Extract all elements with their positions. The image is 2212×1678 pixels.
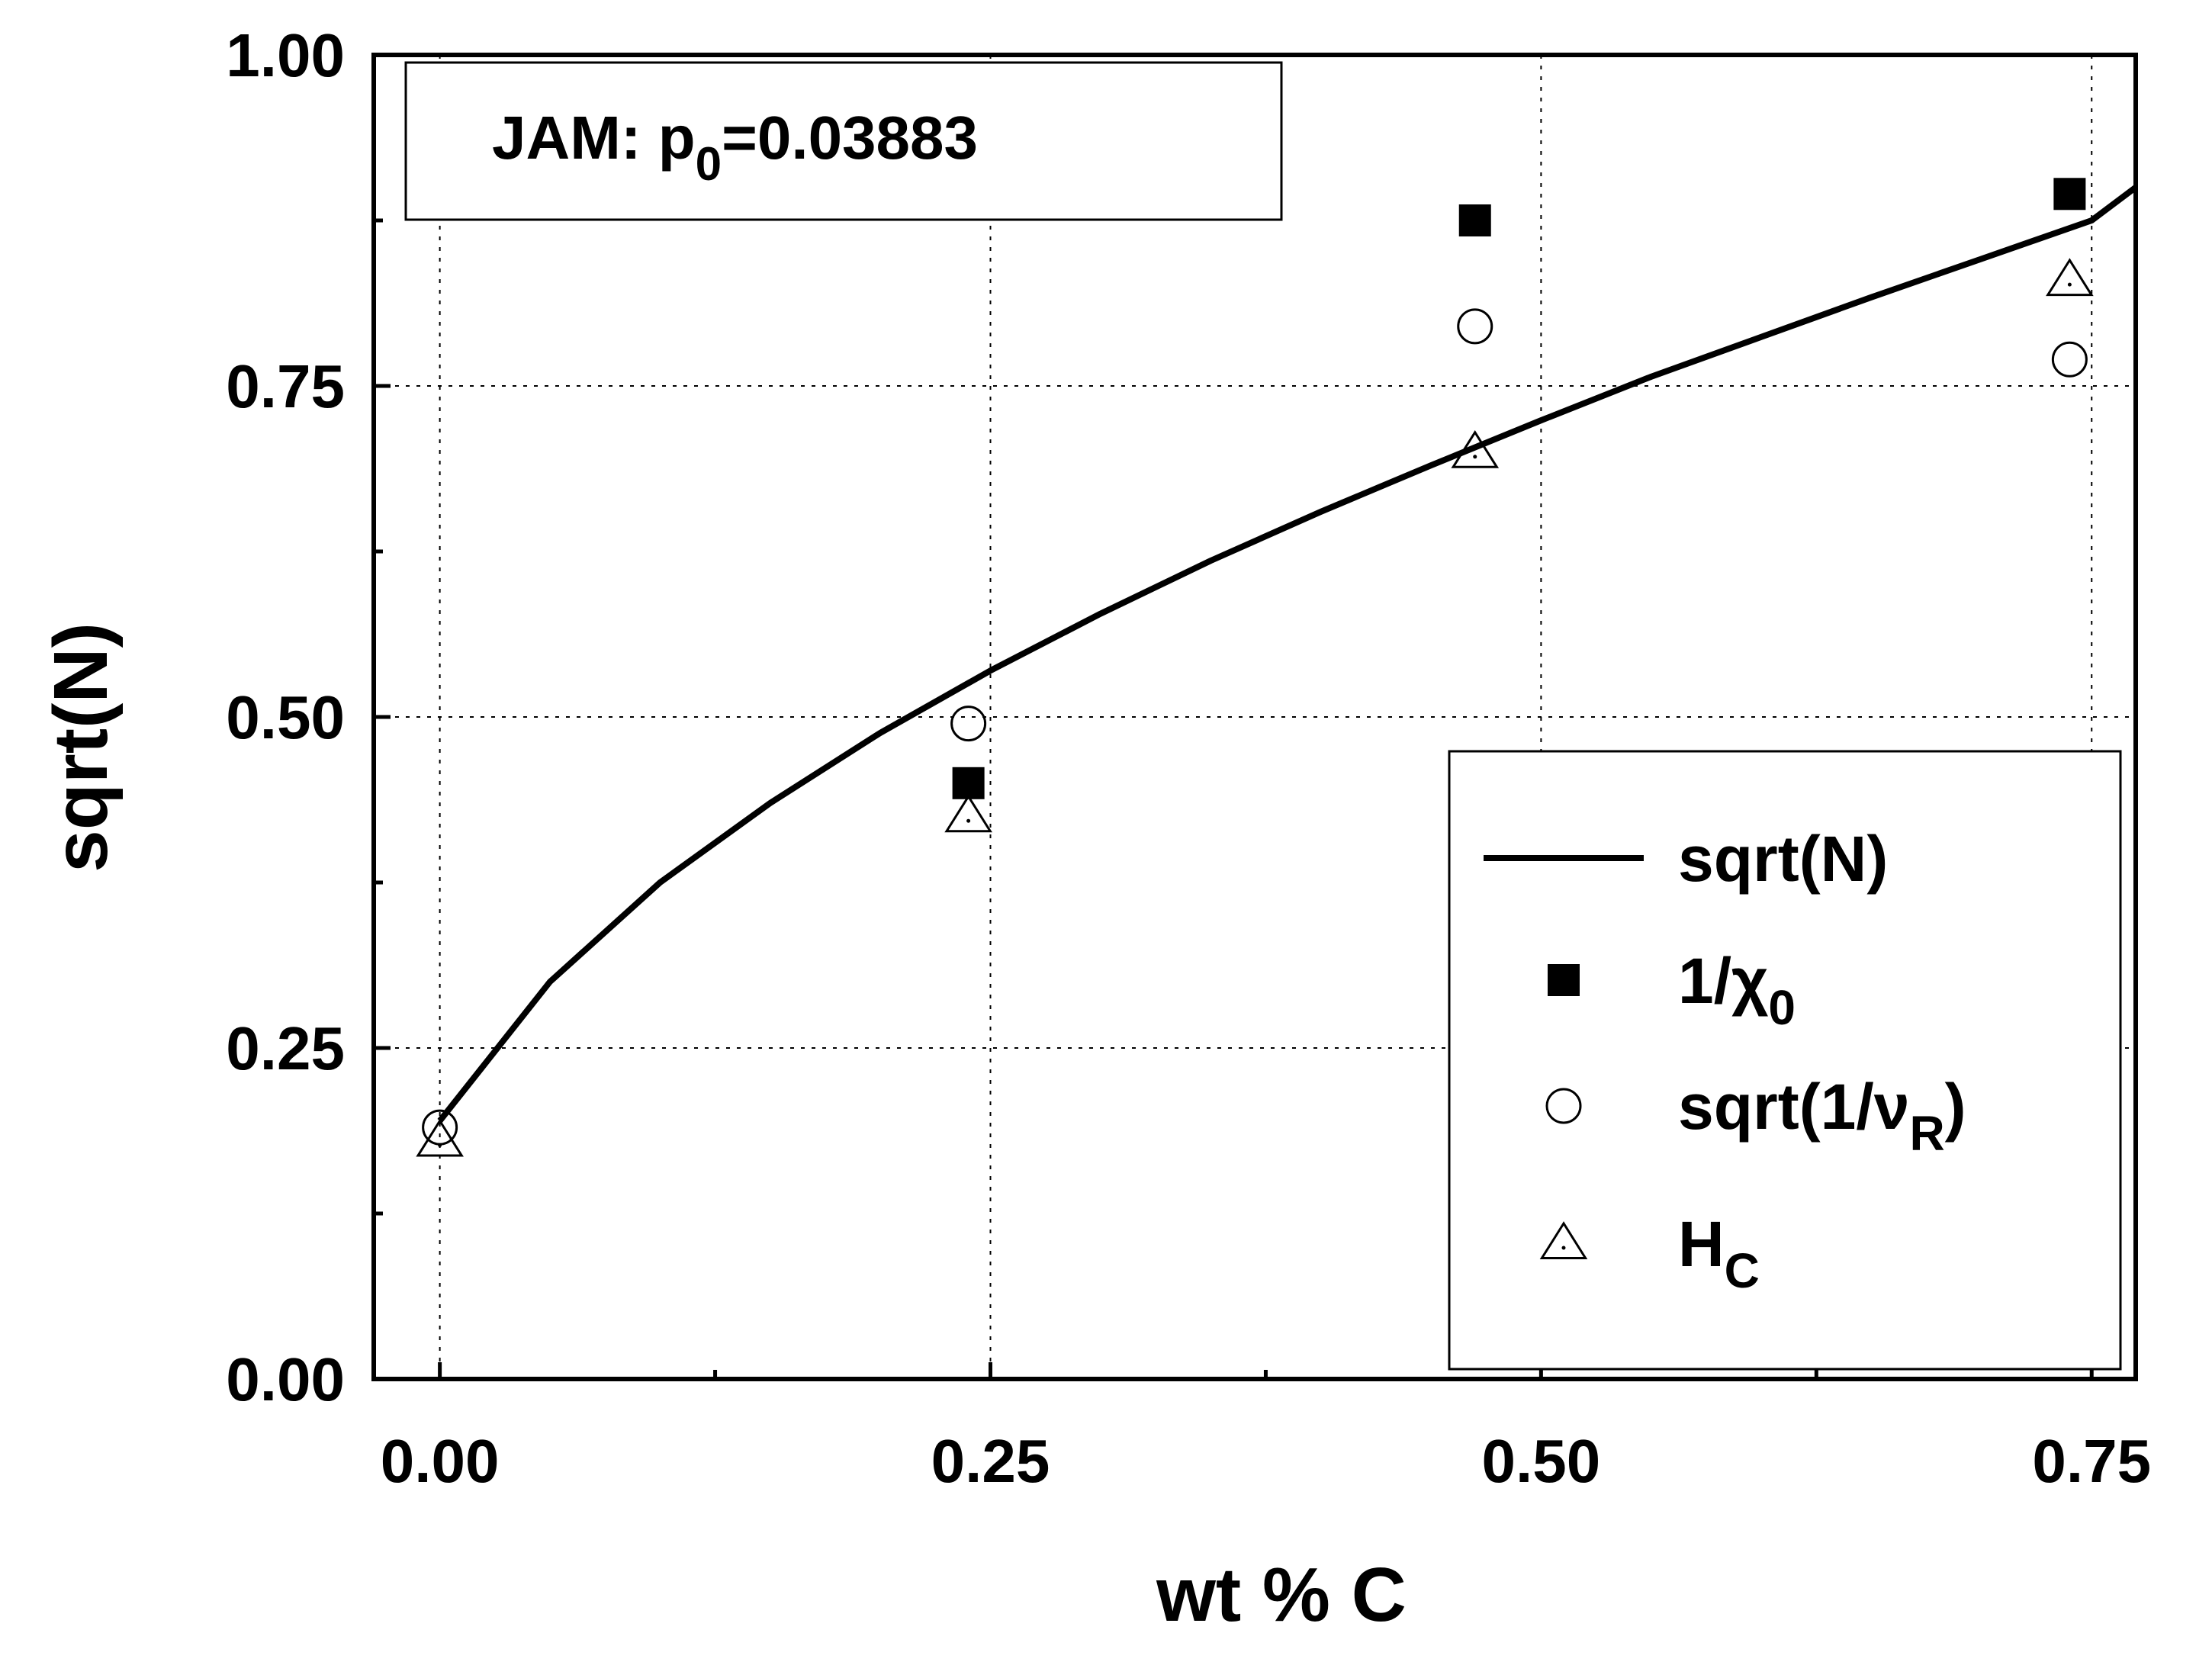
data-point-filled-square <box>2053 178 2086 211</box>
axis-ticks <box>374 53 2094 1381</box>
data-point-open-circle <box>1457 308 1493 345</box>
data-point-open-triangle-dot <box>2067 282 2072 287</box>
y-tick-label: 0.50 <box>226 683 345 751</box>
annotation-suffix: =0.03883 <box>722 104 978 172</box>
x-tick-label: 0.00 <box>381 1427 500 1495</box>
legend-marker-open-circle <box>1545 1088 1582 1124</box>
data-point-open-circle <box>2051 341 2088 378</box>
data-point-filled-square <box>1458 204 1491 236</box>
data-point-open-circle <box>950 706 987 742</box>
data-point-open-triangle <box>416 1118 464 1157</box>
legend-label: sqrt(N) <box>1678 823 1888 895</box>
y-tick-label: 0.75 <box>226 352 345 420</box>
legend-marker-open-triangle <box>1539 1221 1588 1259</box>
data-point-open-triangle <box>1451 429 1500 468</box>
legend-label-subscript: C <box>1725 1243 1760 1298</box>
x-tick-label: 0.75 <box>2032 1427 2151 1495</box>
legend-label: 1/χ0 <box>1678 945 1796 1035</box>
data-point-filled-square <box>952 767 985 799</box>
legend-marker-filled-square <box>1548 964 1580 996</box>
data-point-open-triangle-dot <box>966 818 971 823</box>
annotation-box: JAM: p0=0.03883 <box>404 61 1283 221</box>
y-tick-label: 1.00 <box>226 21 345 89</box>
data-point-open-triangle <box>944 794 992 833</box>
legend-label: sqrt(1/νR) <box>1678 1071 1966 1161</box>
series-line-sqrt-n <box>437 185 2138 1123</box>
x-axis-title: wt % C <box>1156 1552 1407 1638</box>
legend-label-tail: ) <box>1945 1071 1966 1143</box>
curve-layer <box>437 185 2138 1123</box>
x-tick-label: 0.50 <box>1482 1427 1601 1495</box>
annotation-subscript: 0 <box>696 138 722 191</box>
y-tick-label: 0.00 <box>226 1345 345 1413</box>
tick-labels: 0.00 0.25 0.50 0.75 0.00 0.25 0.50 0.75 1.00 <box>226 21 2151 1495</box>
legend-label-main: H <box>1678 1208 1725 1280</box>
legend: sqrt(N) 1/χ0 sqrt(1/νR) HC <box>1448 750 2122 1371</box>
legend-label-main: 1/χ <box>1678 945 1768 1017</box>
marker-layer <box>416 178 2094 1157</box>
legend-label-subscript: R <box>1909 1106 1944 1161</box>
legend-label-subscript: 0 <box>1768 980 1796 1035</box>
legend-label-main: sqrt(N) <box>1678 823 1888 895</box>
data-point-open-triangle-dot <box>1473 455 1477 459</box>
data-point-open-triangle <box>2046 258 2094 297</box>
y-axis-title: sqrt(N) <box>38 622 124 873</box>
legend-marker-open-triangle-dot <box>1561 1246 1566 1250</box>
y-tick-label: 0.25 <box>226 1014 345 1082</box>
x-tick-label: 0.25 <box>931 1427 1050 1495</box>
legend-label: HC <box>1678 1208 1760 1298</box>
data-point-open-triangle-dot <box>438 1143 442 1148</box>
legend-label-main: sqrt(1/ν <box>1678 1071 1909 1143</box>
annotation-prefix: JAM: p <box>492 104 696 172</box>
annotation-text: JAM: p0=0.03883 <box>492 104 978 191</box>
